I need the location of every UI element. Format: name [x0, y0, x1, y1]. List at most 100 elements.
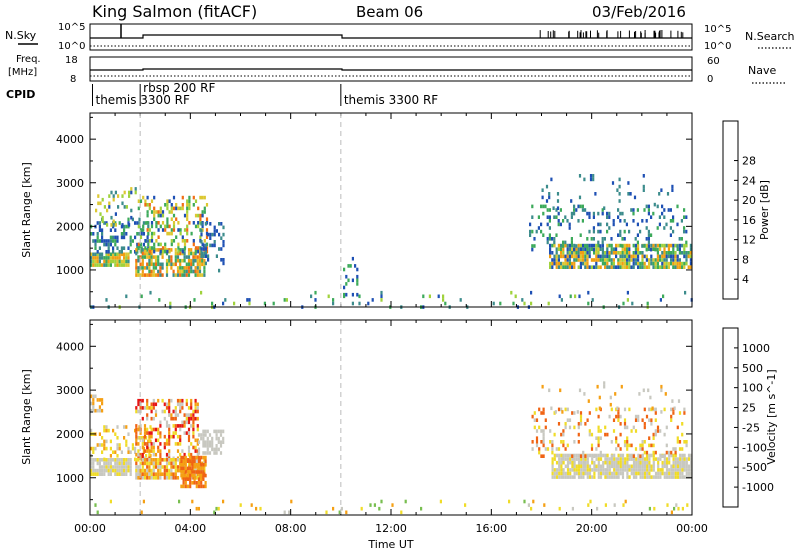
scatter-cell [577, 464, 581, 469]
scatter-cell [194, 465, 197, 469]
scatter-cell [207, 254, 210, 258]
scatter-cell [158, 298, 161, 302]
scatter-cell [172, 221, 176, 225]
scatter-cell [166, 231, 169, 236]
scatter-cell [685, 464, 688, 469]
scatter-cell [109, 263, 112, 267]
scatter-cell [141, 262, 144, 267]
scatter-cell [579, 261, 582, 266]
scatter-cell [172, 213, 176, 218]
scatter-cell [187, 251, 191, 256]
scatter-cell [182, 463, 185, 467]
scatter-cell [527, 503, 530, 507]
scatter-cell [553, 243, 556, 248]
scatter-cell [285, 298, 288, 302]
scatter-cell [632, 258, 635, 262]
scatter-cell [570, 211, 573, 216]
scatter-cell [222, 232, 225, 237]
scatter-cell [135, 476, 138, 480]
scatter-cell [689, 251, 692, 255]
scatter-cell [535, 429, 539, 433]
scatter-cell [186, 459, 190, 463]
scatter-cell [209, 243, 212, 248]
velocity-scatter [90, 381, 693, 515]
scatter-cell [141, 269, 144, 274]
scatter-cell [123, 232, 126, 236]
scatter-cell [579, 254, 582, 259]
status-lines [90, 24, 692, 77]
scatter-cell [652, 258, 655, 262]
scatter-cell [200, 463, 203, 467]
scatter-cell [146, 427, 149, 432]
scatter-cell [680, 219, 683, 223]
scatter-cell [198, 255, 202, 259]
scatter-cell [619, 460, 622, 465]
scatter-cell [593, 464, 596, 469]
scatter-cell [92, 252, 95, 257]
scatter-cell [670, 414, 673, 419]
scatter-cell [168, 438, 171, 443]
scatter-cell [135, 273, 138, 277]
scatter-cell [663, 457, 666, 461]
scatter-cell [106, 223, 109, 227]
scatter-cell [142, 242, 145, 247]
scatter-cell [179, 398, 182, 403]
scatter-cell [647, 240, 650, 245]
scatter-cell [575, 254, 578, 259]
scatter-cell [674, 464, 677, 469]
scatter-cell [157, 472, 160, 476]
scatter-cell [135, 452, 138, 457]
scatter-cell [643, 254, 646, 259]
scatter-cell [660, 410, 663, 414]
scatter-cell [347, 278, 350, 283]
scatter-cell [561, 410, 564, 414]
scatter-cell [248, 301, 251, 306]
colorbar-tick-label: 24 [742, 174, 756, 187]
scatter-cell [125, 425, 128, 429]
scatter-cell [617, 258, 620, 262]
scatter-cell [174, 406, 177, 410]
scatter-cell [637, 460, 640, 465]
scatter-cell [139, 431, 142, 435]
scatter-cell [634, 447, 638, 451]
scatter-cell [150, 461, 153, 466]
scatter-cell [672, 265, 675, 269]
scatter-cell [170, 248, 173, 252]
scatter-cell [109, 468, 112, 473]
scatter-cell [608, 468, 611, 472]
scatter-cell [101, 232, 104, 236]
scatter-cell [678, 251, 681, 255]
scatter-cell [628, 443, 631, 448]
scatter-cell [194, 438, 197, 443]
scatter-cell [189, 470, 192, 474]
scatter-cell [597, 251, 600, 255]
scatter-cell [681, 453, 684, 458]
scatter-cell [165, 472, 169, 476]
scatter-cell [110, 190, 113, 195]
scatter-cell [182, 466, 185, 471]
scatter-cell [94, 239, 97, 243]
scatter-cell [635, 475, 638, 479]
scatter-cell [219, 451, 223, 455]
scatter-cell [182, 455, 185, 460]
scatter-cell [676, 471, 680, 476]
scatter-cell [168, 452, 171, 457]
scatter-cell [687, 453, 691, 458]
scatter-cell [584, 254, 587, 259]
scatter-cell [152, 406, 155, 410]
scatter-cell [146, 273, 149, 277]
scatter-cell [633, 195, 637, 200]
scatter-cell [635, 464, 638, 469]
scatter-cell [618, 192, 621, 196]
scatter-cell [619, 251, 622, 255]
scatter-cell [551, 243, 554, 248]
scatter-cell [650, 475, 653, 479]
scatter-cell [204, 459, 207, 463]
scatter-cell [654, 471, 658, 476]
scatter-cell [150, 235, 154, 239]
scatter-cell [634, 247, 637, 251]
scatter-cell [577, 243, 580, 248]
scatter-cell [555, 233, 558, 237]
scatter-cell [202, 451, 205, 455]
scatter-cell [492, 301, 495, 306]
